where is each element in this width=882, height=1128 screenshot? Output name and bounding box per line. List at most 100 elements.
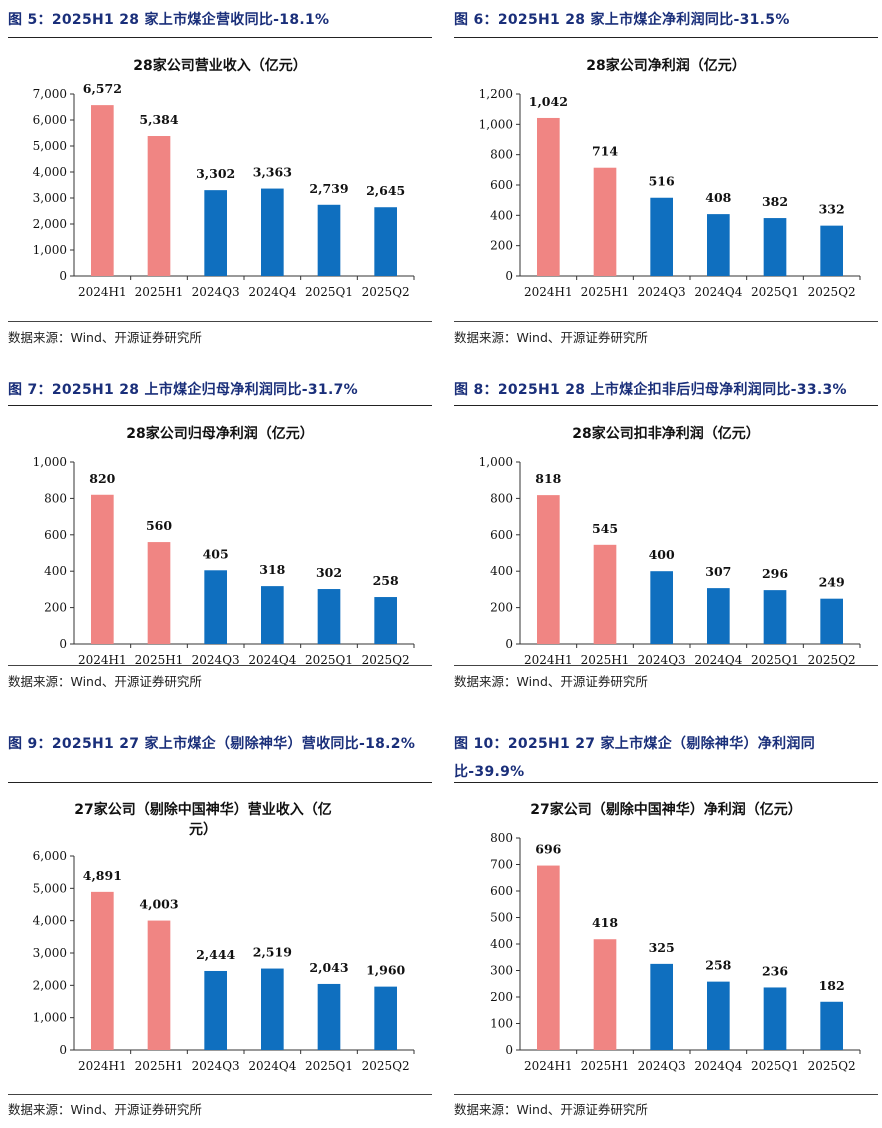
y-tick-label: 500 xyxy=(490,911,513,925)
bar xyxy=(763,218,787,276)
bar-chart: 28家公司营业收入（亿元） 0 1,000 2,000 3,000 4,000 5,000 6… xyxy=(33,57,415,299)
bar-chart: 27家公司（剔除中国神华）净利润（亿元） 0 100 200 300 400 500 600 7… xyxy=(490,801,861,1073)
figure-5-panel: 图 5：2025H1 28 家上市煤企营收同比-18.1% 28家公司营业收入（… xyxy=(8,0,432,350)
bar-value-label: 2,519 xyxy=(253,945,292,960)
x-tick-label: 2025Q2 xyxy=(808,285,856,299)
chart-title: 27家公司（剔除中国神华）净利润（亿元） xyxy=(530,801,801,818)
y-tick-label: 100 xyxy=(490,1017,513,1031)
x-tick-label: 2024Q3 xyxy=(192,653,240,667)
chart-title: 元） xyxy=(189,822,217,838)
bar-value-label: 182 xyxy=(819,978,845,993)
figure-7-panel: 图 7：2025H1 28 上市煤企归母净利润同比-31.7% 28家公司归母净… xyxy=(8,374,432,694)
title-rule xyxy=(8,405,432,406)
bar xyxy=(820,225,843,276)
bar-value-label: 820 xyxy=(89,471,115,486)
x-tick-label: 2024H1 xyxy=(78,285,127,299)
bar-value-label: 405 xyxy=(203,546,229,561)
figure-title: 图 7：2025H1 28 上市煤企归母净利润同比-31.7% xyxy=(8,382,358,398)
figure-6-panel: 图 6：2025H1 28 家上市煤企净利润同比-31.5% 28家公司净利润（… xyxy=(454,0,878,350)
y-tick-label: 5,000 xyxy=(33,139,67,153)
source-rule xyxy=(454,1094,878,1095)
chart-title: 28家公司净利润（亿元） xyxy=(586,57,745,74)
y-tick-label: 800 xyxy=(44,491,67,505)
bar xyxy=(374,207,397,276)
bar xyxy=(650,571,673,644)
figure-title: 图 9：2025H1 27 家上市煤企（剔除神华）营收同比-18.2% xyxy=(8,736,416,752)
source-note: 数据来源：Wind、开源证券研究所 xyxy=(8,330,202,345)
y-tick-label: 3,000 xyxy=(33,946,67,960)
x-tick-label: 2024Q3 xyxy=(638,285,686,299)
bar xyxy=(204,190,227,276)
bar xyxy=(147,920,171,1050)
y-tick-label: 300 xyxy=(490,964,513,978)
y-tick-label: 600 xyxy=(490,884,513,898)
x-tick-label: 2025H1 xyxy=(581,653,630,667)
x-tick-label: 2025Q2 xyxy=(362,653,410,667)
source-note: 数据来源：Wind、开源证券研究所 xyxy=(8,1102,202,1117)
bar-chart: 28家公司净利润（亿元） 0 200 400 600 800 1,000 1,200 1,042… xyxy=(479,57,861,299)
bar-value-label: 3,363 xyxy=(253,165,292,180)
x-tick-label: 2025Q1 xyxy=(751,653,799,667)
bar-value-label: 516 xyxy=(649,174,675,189)
bar xyxy=(261,188,284,276)
bar-value-label: 5,384 xyxy=(139,112,178,127)
bar-value-label: 714 xyxy=(592,144,618,159)
y-tick-label: 7,000 xyxy=(33,87,67,101)
bar-value-label: 258 xyxy=(373,573,399,588)
figure-title: 图 6：2025H1 28 家上市煤企净利润同比-31.5% xyxy=(454,12,790,28)
chart-title: 28家公司营业收入（亿元） xyxy=(133,57,306,74)
chart-title: 27家公司（剔除中国神华）营业收入（亿 xyxy=(74,801,331,818)
figure-title: 图 10：2025H1 27 家上市煤企（剔除神华）净利润同比-39.9% xyxy=(454,736,816,780)
bar-value-label: 4,891 xyxy=(83,868,122,883)
chart-title: 28家公司扣非净利润（亿元） xyxy=(572,425,759,442)
bar-value-label: 408 xyxy=(705,190,731,205)
source-note: 数据来源：Wind、开源证券研究所 xyxy=(454,1102,648,1117)
figure-title: 图 8：2025H1 28 上市煤企扣非后归母净利润同比-33.3% xyxy=(454,382,847,398)
bar xyxy=(261,968,284,1050)
x-tick-label: 2025Q1 xyxy=(751,285,799,299)
x-tick-label: 2025H1 xyxy=(135,1059,184,1073)
y-tick-label: 2,000 xyxy=(33,217,67,231)
title-rule xyxy=(454,782,878,783)
y-tick-label: 0 xyxy=(505,269,513,283)
figure-8-panel: 图 8：2025H1 28 上市煤企扣非后归母净利润同比-33.3% 28家公司… xyxy=(454,374,878,694)
y-tick-label: 0 xyxy=(59,637,67,651)
bar-value-label: 2,043 xyxy=(309,960,348,975)
chart-title: 28家公司归母净利润（亿元） xyxy=(126,425,313,442)
source-rule xyxy=(8,665,432,666)
source-note: 数据来源：Wind、开源证券研究所 xyxy=(454,330,648,345)
y-tick-label: 1,000 xyxy=(33,455,67,469)
bar-value-label: 302 xyxy=(316,565,342,580)
x-tick-label: 2025H1 xyxy=(581,285,630,299)
y-tick-label: 1,000 xyxy=(33,1011,67,1025)
x-tick-label: 2024H1 xyxy=(524,1059,573,1073)
bar xyxy=(374,597,397,644)
bar xyxy=(91,494,114,644)
bar-value-label: 236 xyxy=(762,963,788,978)
y-tick-label: 400 xyxy=(490,208,513,222)
y-tick-label: 200 xyxy=(44,601,67,615)
y-tick-label: 200 xyxy=(490,239,513,253)
x-tick-label: 2025Q2 xyxy=(808,653,856,667)
y-tick-label: 0 xyxy=(505,637,513,651)
bar-value-label: 2,645 xyxy=(366,183,405,198)
source-rule xyxy=(8,1094,432,1095)
bar xyxy=(593,939,617,1050)
bar-value-label: 545 xyxy=(592,521,618,536)
bar xyxy=(317,204,341,276)
x-tick-label: 2024Q4 xyxy=(248,653,296,667)
y-tick-label: 800 xyxy=(490,148,513,162)
x-tick-label: 2024Q3 xyxy=(192,285,240,299)
bar xyxy=(374,986,397,1050)
x-tick-label: 2024H1 xyxy=(78,653,127,667)
bar xyxy=(593,544,617,644)
bar xyxy=(91,891,114,1050)
x-tick-label: 2025Q1 xyxy=(751,1059,799,1073)
title-rule xyxy=(454,405,878,406)
y-tick-label: 800 xyxy=(490,831,513,845)
bar xyxy=(537,495,560,644)
bar-value-label: 818 xyxy=(535,471,561,486)
bar-value-label: 296 xyxy=(762,566,788,581)
bar xyxy=(763,987,787,1050)
y-tick-label: 1,200 xyxy=(479,87,513,101)
